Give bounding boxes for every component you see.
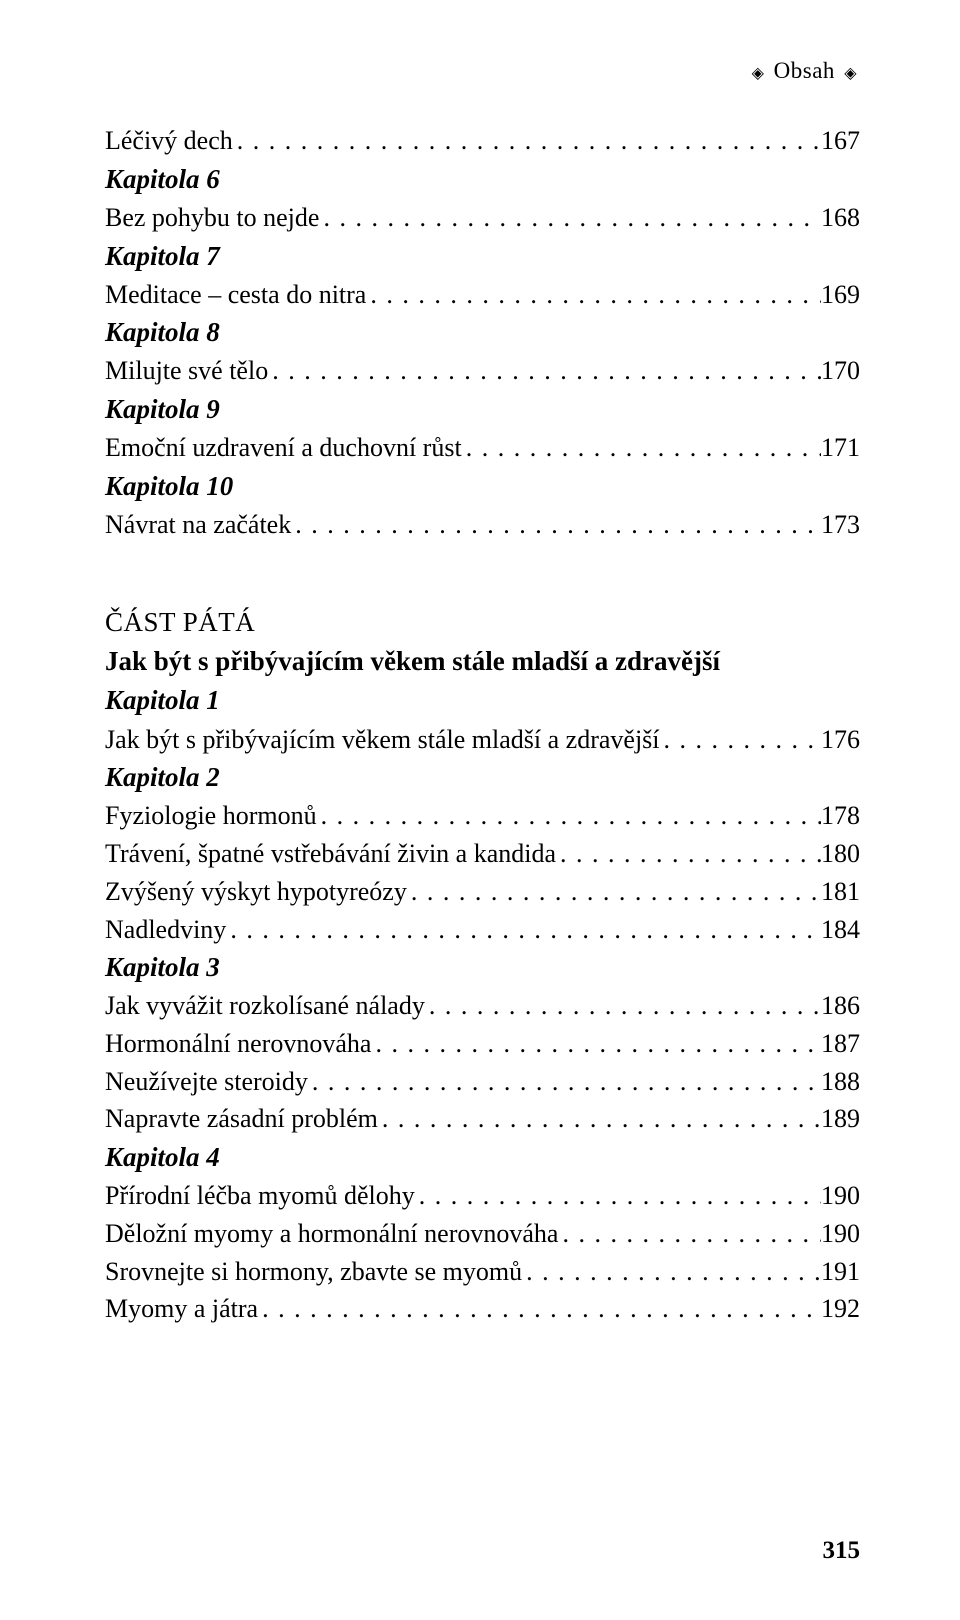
- toc-entry-page: 173: [821, 506, 860, 544]
- toc-entry: Jak být s přibývajícím věkem stále mladš…: [105, 721, 860, 759]
- toc-entry-label: Emoční uzdravení a duchovní růst: [105, 429, 462, 467]
- toc-entry-page: 190: [821, 1177, 860, 1215]
- toc-dots: [319, 199, 821, 237]
- chapter-label: Kapitola 4: [105, 1138, 860, 1177]
- toc-entry-label: Děložní myomy a hormonální nerovnováha: [105, 1215, 558, 1253]
- toc-entry-label: Milujte své tělo: [105, 352, 268, 390]
- toc-entry-page: 186: [821, 987, 860, 1025]
- toc-entry-page: 187: [821, 1025, 860, 1063]
- toc-entry-label: Zvýšený výskyt hypotyreózy: [105, 873, 407, 911]
- toc-entry-page: 181: [821, 873, 860, 911]
- toc-dots: [226, 911, 821, 949]
- toc-entry-label: Meditace – cesta do nitra: [105, 276, 366, 314]
- toc-entry-label: Trávení, špatné vstřebávání živin a kand…: [105, 835, 556, 873]
- part-subtitle: Jak být s přibývajícím věkem stále mladš…: [105, 642, 860, 681]
- chapter-label: Kapitola 9: [105, 390, 860, 429]
- toc-entry-page: 184: [821, 911, 860, 949]
- chapter-label: Kapitola 3: [105, 948, 860, 987]
- toc-dots: [258, 1290, 821, 1328]
- toc-entry: Jak vyvážit rozkolísané nálady 186: [105, 987, 860, 1025]
- toc-dots: [462, 429, 821, 467]
- toc-entry-page: 191: [821, 1253, 860, 1291]
- chapter-label: Kapitola 1: [105, 681, 860, 720]
- toc-entry-label: Jak vyvážit rozkolísané nálady: [105, 987, 425, 1025]
- toc-entry: Napravte zásadní problém 189: [105, 1100, 860, 1138]
- toc-dots: [407, 873, 821, 911]
- toc-entry: Neužívejte steroidy 188: [105, 1063, 860, 1101]
- toc-entry: Zvýšený výskyt hypotyreózy 181: [105, 873, 860, 911]
- toc-entry-label: Srovnejte si hormony, zbavte se myomů: [105, 1253, 522, 1291]
- toc-entry-page: 188: [821, 1063, 860, 1101]
- toc-entry: Návrat na začátek 173: [105, 506, 860, 544]
- toc-dots: [268, 352, 821, 390]
- toc-entry-label: Myomy a játra: [105, 1290, 258, 1328]
- header-label: Obsah: [774, 58, 835, 83]
- chapter-label: Kapitola 10: [105, 467, 860, 506]
- toc-entry: Fyziologie hormonů 178: [105, 797, 860, 835]
- page-number: 315: [823, 1537, 861, 1565]
- toc-entry-page: 192: [821, 1290, 860, 1328]
- toc-entry-label: Bez pohybu to nejde: [105, 199, 319, 237]
- toc-entry-page: 176: [821, 721, 860, 759]
- toc-entry: Trávení, špatné vstřebávání živin a kand…: [105, 835, 860, 873]
- toc-entry: Srovnejte si hormony, zbavte se myomů 191: [105, 1253, 860, 1291]
- toc-dots: [415, 1177, 821, 1215]
- toc-entry-label: Přírodní léčba myomů dělohy: [105, 1177, 415, 1215]
- toc-entry-page: 180: [821, 835, 860, 873]
- toc-entry: Milujte své tělo 170: [105, 352, 860, 390]
- chapter-label: Kapitola 6: [105, 160, 860, 199]
- toc-entry-page: 168: [821, 199, 860, 237]
- toc-entry-page: 170: [821, 352, 860, 390]
- toc-entry-label: Napravte zásadní problém: [105, 1100, 378, 1138]
- toc-dots: [371, 1025, 821, 1063]
- part-header: ČÁST PÁTÁ: [105, 602, 860, 643]
- toc-entry-label: Neužívejte steroidy: [105, 1063, 308, 1101]
- toc-entry: Bez pohybu to nejde 168: [105, 199, 860, 237]
- toc-entry-label: Nadledviny: [105, 911, 226, 949]
- toc-entry: Nadledviny 184: [105, 911, 860, 949]
- toc-entry-label: Jak být s přibývajícím věkem stále mladš…: [105, 721, 660, 759]
- toc-entry-page: 167: [821, 122, 860, 160]
- toc-dots: [291, 506, 821, 544]
- toc-entry: Hormonální nerovnováha 187: [105, 1025, 860, 1063]
- toc-entry: Meditace – cesta do nitra 169: [105, 276, 860, 314]
- chapter-label: Kapitola 2: [105, 758, 860, 797]
- diamond-icon: ◈: [752, 63, 765, 83]
- table-of-contents: Léčivý dech 167Kapitola 6Bez pohybu to ne…: [105, 122, 860, 1328]
- toc-entry-page: 189: [821, 1100, 860, 1138]
- toc-dots: [558, 1215, 821, 1253]
- toc-dots: [378, 1100, 821, 1138]
- toc-dots: [308, 1063, 821, 1101]
- toc-entry-label: Fyziologie hormonů: [105, 797, 317, 835]
- toc-entry: Myomy a játra 192: [105, 1290, 860, 1328]
- section-gap: [105, 544, 860, 602]
- toc-entry-page: 190: [821, 1215, 860, 1253]
- toc-entry-label: Návrat na začátek: [105, 506, 291, 544]
- toc-dots: [425, 987, 821, 1025]
- toc-entry: Léčivý dech 167: [105, 122, 860, 160]
- toc-entry-page: 169: [821, 276, 860, 314]
- toc-dots: [556, 835, 821, 873]
- diamond-icon: ◈: [844, 63, 857, 83]
- toc-entry-page: 178: [821, 797, 860, 835]
- toc-entry: Emoční uzdravení a duchovní růst 171: [105, 429, 860, 467]
- toc-entry-page: 171: [821, 429, 860, 467]
- toc-dots: [366, 276, 821, 314]
- toc-entry: Přírodní léčba myomů dělohy 190: [105, 1177, 860, 1215]
- toc-dots: [233, 122, 821, 160]
- toc-dots: [522, 1253, 821, 1291]
- chapter-label: Kapitola 8: [105, 313, 860, 352]
- toc-entry: Děložní myomy a hormonální nerovnováha 19…: [105, 1215, 860, 1253]
- toc-dots: [317, 797, 821, 835]
- page-header: ◈ Obsah ◈: [105, 58, 860, 84]
- toc-dots: [660, 721, 821, 759]
- chapter-label: Kapitola 7: [105, 237, 860, 276]
- toc-entry-label: Hormonální nerovnováha: [105, 1025, 371, 1063]
- toc-entry-label: Léčivý dech: [105, 122, 233, 160]
